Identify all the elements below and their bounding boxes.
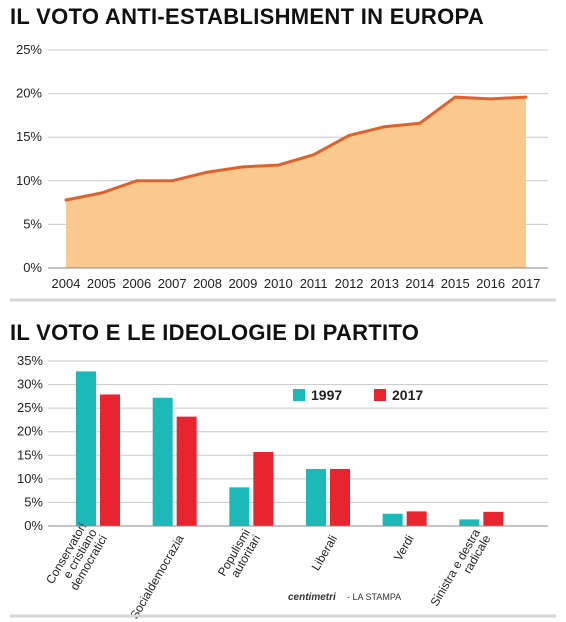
area-chart-title: IL VOTO ANTI-ESTABLISHMENT IN EUROPA	[10, 4, 485, 29]
category-label-line: Verdi	[391, 533, 417, 564]
bar-category-label: Verdi	[391, 533, 417, 564]
bar-1997	[76, 371, 96, 526]
area-data-point	[135, 179, 139, 183]
bar-2017	[330, 468, 350, 526]
source-brand: centimetri	[288, 592, 336, 603]
area-x-tick-label: 2014	[405, 276, 434, 291]
bar-1997	[306, 468, 326, 526]
area-x-tick-label: 2010	[264, 276, 293, 291]
area-x-tick-label: 2016	[476, 276, 505, 291]
bar-y-tick-label: 15%	[17, 447, 43, 462]
area-x-tick-label: 2008	[193, 276, 222, 291]
bar-y-tick-label: 20%	[17, 424, 43, 439]
legend-swatch-2017	[374, 389, 386, 401]
area-chart: 0% 5% 10% 15% 20% 25% 2004 2005 2006 2007 2008 2009…	[10, 42, 556, 302]
legend-label-2017: 2017	[392, 387, 423, 403]
area-y-tick-label: 0%	[23, 260, 42, 275]
area-series-line	[65, 95, 527, 202]
area-data-point	[312, 153, 316, 157]
bar-y-tick-label: 0%	[24, 518, 43, 533]
area-y-tick-label: 10%	[16, 173, 42, 188]
area-data-point	[453, 95, 457, 99]
area-x-tick-label: 2009	[228, 276, 257, 291]
bar-y-tick-label: 5%	[24, 494, 43, 509]
category-label-line: Liberali	[309, 533, 340, 574]
area-x-tick-label: 2013	[370, 276, 399, 291]
area-x-tick-label: 2012	[335, 276, 364, 291]
legend-label-1997: 1997	[311, 387, 342, 403]
bar-1997	[229, 487, 250, 526]
area-x-tick-label: 2015	[441, 276, 470, 291]
area-x-tick-label: 2006	[122, 276, 151, 291]
bar-1997	[459, 519, 480, 526]
area-x-tick-label: 2004	[52, 276, 81, 291]
area-data-point	[524, 95, 528, 99]
bar-category-label: Liberali	[309, 533, 340, 574]
area-data-point	[64, 198, 68, 202]
area-x-tick-label: 2007	[158, 276, 187, 291]
bar-2017	[100, 394, 120, 526]
area-data-point	[489, 97, 493, 101]
bar-1997	[382, 513, 403, 526]
area-data-point	[382, 125, 386, 129]
bar-y-tick-label: 10%	[17, 471, 43, 486]
bar-2017	[406, 511, 427, 526]
area-x-tick-label: 2011	[300, 276, 328, 291]
area-data-point	[347, 133, 351, 137]
area-data-point	[99, 191, 103, 195]
bar-2017	[176, 416, 197, 526]
category-label-line: Socialdemocrazia	[127, 532, 187, 621]
legend-swatch-1997	[293, 389, 305, 401]
area-y-tick-label: 20%	[16, 86, 42, 101]
area-data-point	[206, 170, 210, 174]
area-data-point	[170, 179, 174, 183]
area-data-point	[418, 121, 422, 125]
area-y-tick-label: 5%	[23, 216, 42, 231]
source-outlet: - LA STAMPA	[347, 592, 401, 602]
area-data-point	[276, 163, 280, 167]
bar-y-tick-label: 35%	[17, 353, 43, 368]
area-y-tick-label: 15%	[16, 129, 42, 144]
bar-category-label: Socialdemocrazia	[127, 532, 187, 621]
bar-2017	[253, 451, 274, 526]
area-x-tick-label: 2005	[87, 276, 116, 291]
bar-2017	[483, 511, 504, 526]
bar-y-tick-label: 30%	[17, 377, 43, 392]
area-fill	[66, 97, 526, 268]
area-y-tick-label: 25%	[16, 42, 42, 57]
bar-y-tick-label: 25%	[17, 400, 43, 415]
bar-1997	[152, 397, 173, 526]
bar-chart-title: IL VOTO E LE IDEOLOGIE DI PARTITO	[10, 320, 420, 345]
area-x-tick-label: 2017	[512, 276, 541, 291]
area-data-point	[241, 165, 245, 169]
